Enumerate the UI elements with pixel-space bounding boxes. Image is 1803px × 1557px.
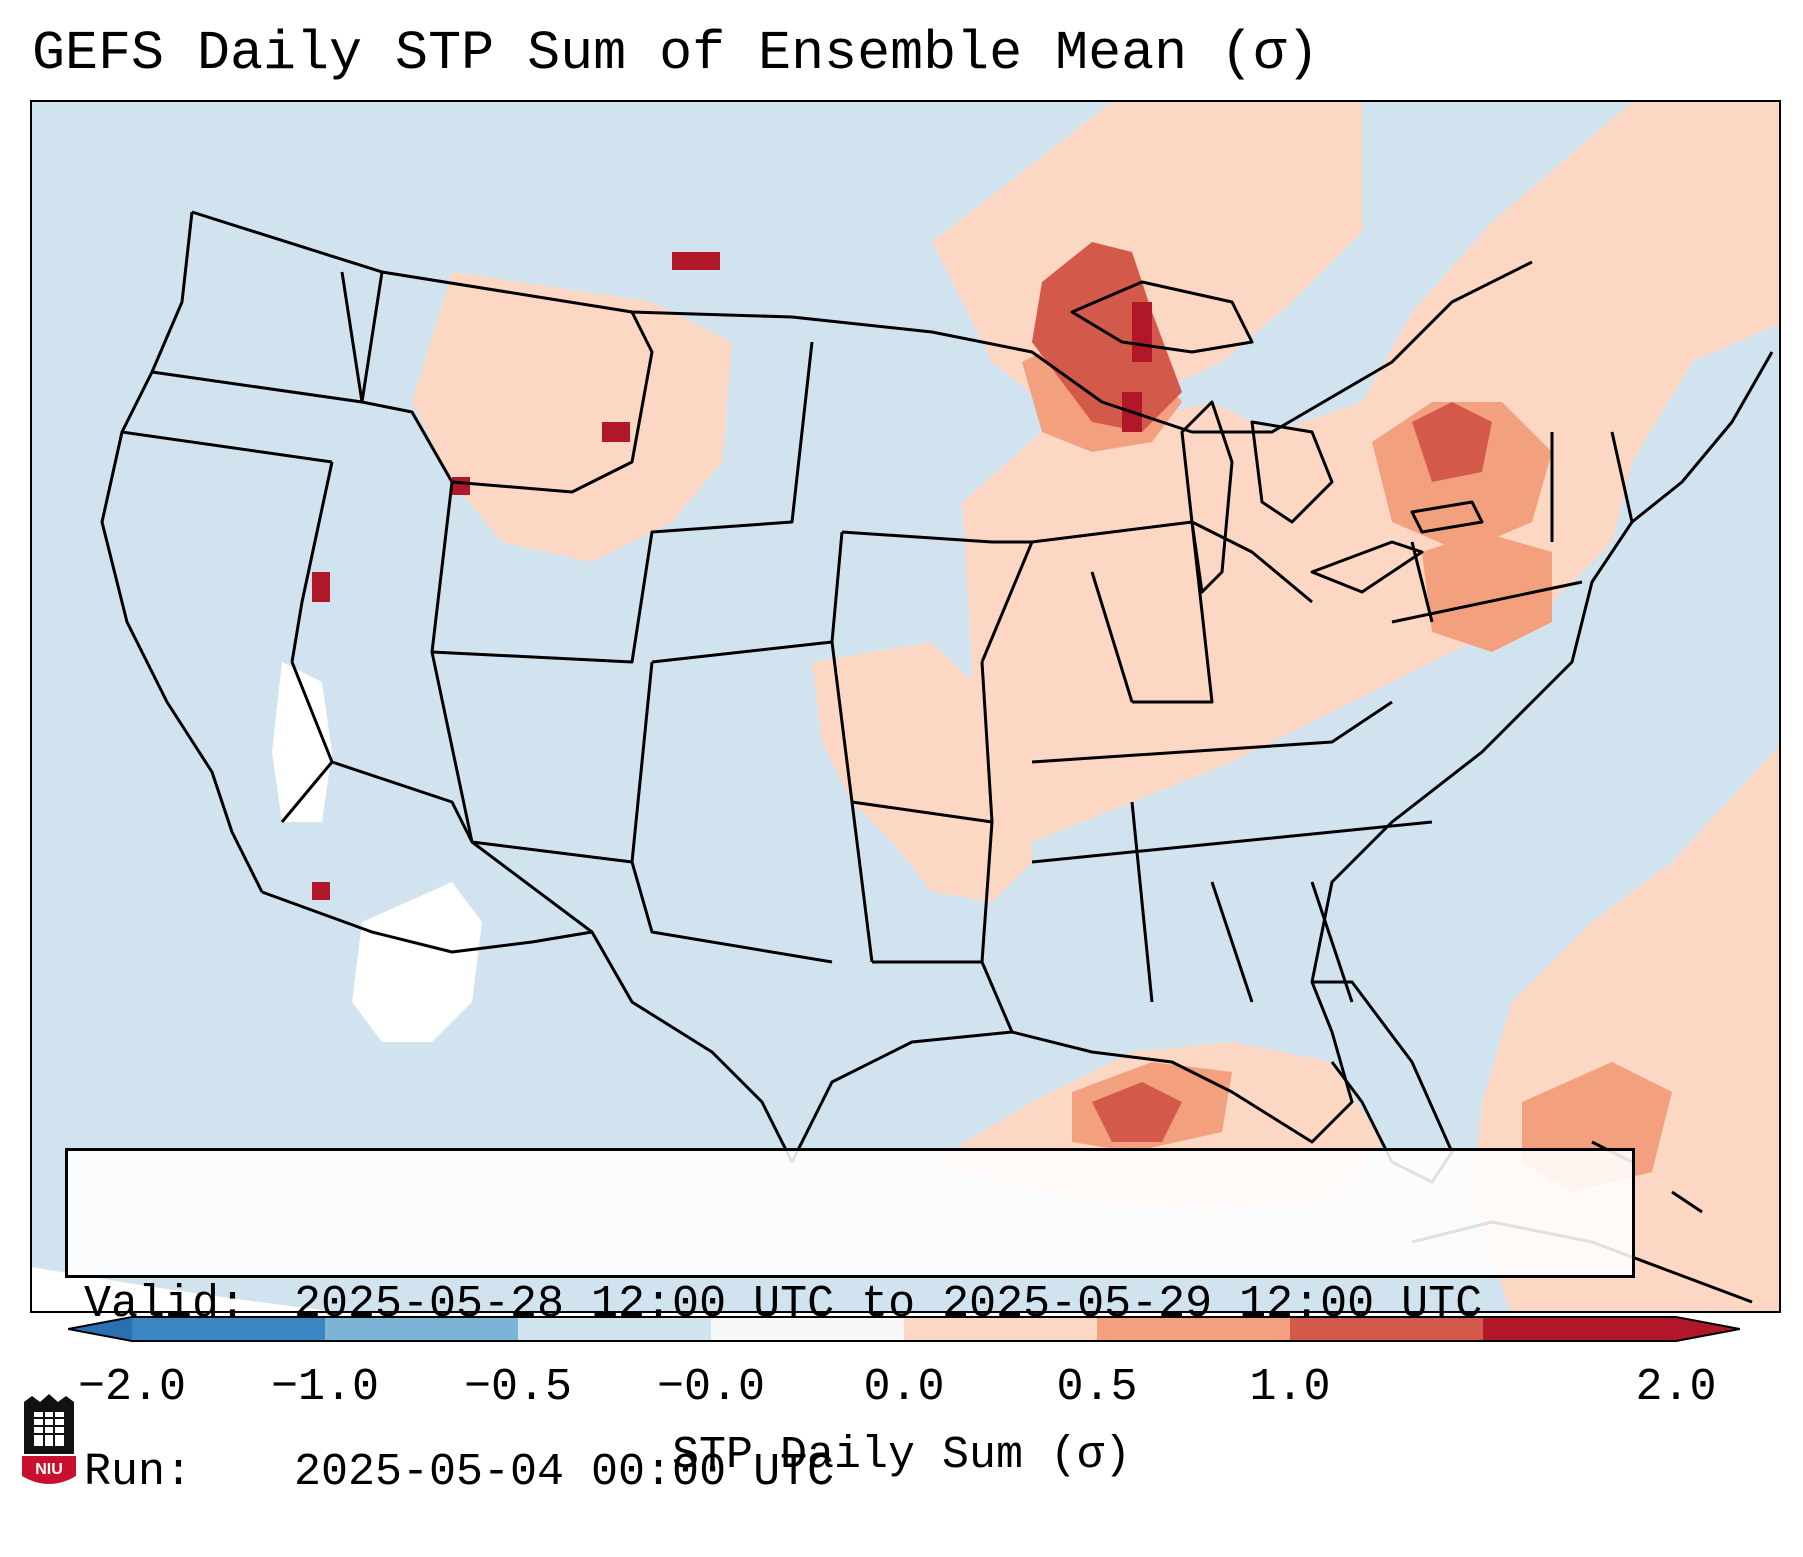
colorbar-tick-label: 0.5 — [1056, 1362, 1138, 1413]
colorbar-tick-label: 2.0 — [1635, 1362, 1717, 1413]
anomaly-medium-northeast — [1372, 402, 1552, 552]
colorbar-over-arrow — [1676, 1317, 1740, 1341]
logo-text: NIU — [35, 1461, 63, 1478]
colorbar-segment — [904, 1317, 1098, 1341]
colorbar-segment — [1483, 1317, 1677, 1341]
anomaly-high-ontario — [1412, 402, 1492, 482]
anomaly-extreme-cell — [452, 477, 470, 495]
colorbar-segment — [1097, 1317, 1291, 1341]
us-mexico-border — [261, 890, 794, 1163]
off-domain-area — [32, 1267, 1779, 1311]
anomaly-extreme-cell — [602, 422, 630, 442]
anomaly-extreme-cell — [672, 252, 720, 270]
state-lines — [121, 271, 1634, 1033]
anomaly-region-great-lakes-east — [962, 102, 1779, 842]
colorbar-tick-label: −0.0 — [656, 1362, 766, 1413]
lake-huron — [1250, 420, 1334, 524]
map-canvas — [32, 102, 1779, 1311]
anomaly-high-gulf — [1092, 1082, 1182, 1142]
anomaly-medium-pennsylvania — [1422, 532, 1552, 652]
colorbar-tick-label: −2.0 — [77, 1362, 187, 1413]
colorbar-segment — [518, 1317, 712, 1341]
colorbar-segment — [1290, 1317, 1484, 1341]
colorbar-under-arrow — [68, 1317, 132, 1341]
colorbar-label: STP Daily Sum (σ) — [671, 1430, 1132, 1481]
lake-michigan — [1180, 400, 1234, 594]
colorbar-tick-label: 0.0 — [863, 1362, 945, 1413]
colorbar-segment — [325, 1317, 519, 1341]
anomaly-high-upper-peninsula — [1032, 242, 1182, 432]
run-label: Run: — [84, 1447, 193, 1498]
lake-erie — [1310, 540, 1424, 594]
lake-superior — [1070, 280, 1254, 354]
chart-title: GEFS Daily STP Sum of Ensemble Mean (σ) — [32, 22, 1320, 85]
colorbar-tick-label: 1.0 — [1249, 1362, 1331, 1413]
anomaly-extreme-cell — [312, 572, 330, 602]
anomaly-extreme-cell — [312, 882, 330, 900]
anomaly-region-plains — [812, 642, 1032, 902]
colorbar-segment — [132, 1317, 326, 1341]
map-frame — [30, 100, 1781, 1313]
colorbar-tick-label: −0.5 — [463, 1362, 573, 1413]
us-canada-border — [191, 210, 1533, 434]
anomaly-region-northern-rockies — [412, 272, 732, 562]
political-boundaries — [100, 210, 1774, 1304]
lake-ontario — [1410, 500, 1484, 534]
colorbar-tick-label: −1.0 — [270, 1362, 380, 1413]
near-zero-region-mexico — [352, 882, 482, 1042]
anomaly-extreme-cell — [1132, 302, 1152, 362]
valid-run-info-box: Valid: 2025-05-28 12:00 UTC to 2025-05-29… — [65, 1148, 1635, 1498]
stp-anomaly-shading — [272, 102, 1779, 1311]
west-coast — [100, 211, 264, 893]
niu-logo-icon: NIU — [22, 1394, 76, 1484]
colorbar-segment — [711, 1317, 905, 1341]
colorbar — [68, 1316, 1740, 1342]
run-value: 2025-05-04 00:00 UTC — [294, 1447, 835, 1498]
